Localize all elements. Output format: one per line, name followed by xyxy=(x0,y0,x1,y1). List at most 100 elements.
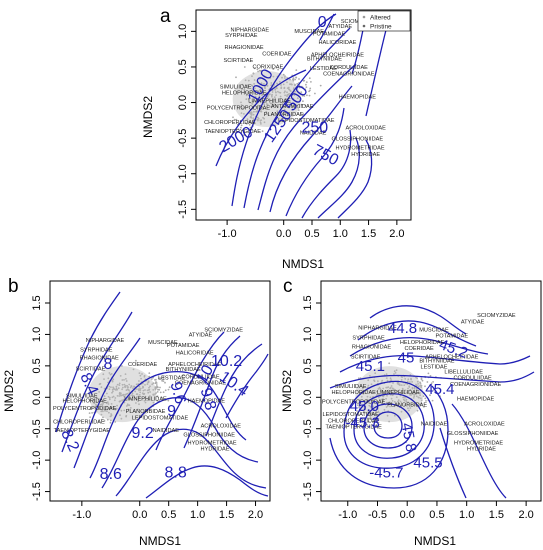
site-point xyxy=(415,376,417,379)
site-point xyxy=(281,100,284,103)
site-point xyxy=(241,88,243,90)
panel-a: a SCIOMYZIDAEATYIDAENIPHARGIDAEMUSCIDAEP… xyxy=(141,6,412,271)
site-point xyxy=(278,98,281,100)
site-point xyxy=(113,388,116,390)
site-point xyxy=(407,387,409,390)
site-point xyxy=(152,393,155,396)
site-point xyxy=(89,416,91,418)
taxon-label: COERIDAE xyxy=(404,346,433,352)
site-point xyxy=(138,385,141,388)
taxon-label: SYRPHIDAE xyxy=(352,336,385,342)
taxon-label: TAENIOPTERYGIDAE xyxy=(54,428,111,434)
site-point xyxy=(108,388,111,390)
site-point xyxy=(270,84,273,87)
site-point xyxy=(247,85,250,88)
site-point xyxy=(411,386,414,389)
site-point xyxy=(369,396,372,399)
site-point xyxy=(139,387,142,390)
taxon-label: ACROLOXIDAE xyxy=(464,422,505,428)
taxon-label: CORIXIDAE xyxy=(253,64,284,70)
site-point xyxy=(400,379,403,381)
site-point xyxy=(258,85,260,87)
site-point xyxy=(148,372,151,374)
site-point xyxy=(310,81,312,83)
taxon-label: APHELOCHEIRIDAE xyxy=(311,52,364,58)
site-point xyxy=(296,97,299,100)
x-tick-label: 0.0 xyxy=(276,228,291,240)
panel-b-contour-line xyxy=(115,428,267,497)
site-point xyxy=(128,404,131,407)
site-point xyxy=(395,369,398,372)
site-point xyxy=(116,383,119,386)
site-point xyxy=(372,400,375,403)
site-point xyxy=(389,405,391,408)
site-point xyxy=(250,112,253,115)
site-point xyxy=(106,410,108,413)
legend-marker-altered xyxy=(362,15,366,19)
x-tick-label: 0.5 xyxy=(161,509,176,521)
site-point xyxy=(417,383,419,385)
panel-b-contour-line xyxy=(89,370,247,479)
taxon-label: SCIOMYZIDAE xyxy=(477,313,516,319)
panel-c-label: c xyxy=(283,276,293,297)
site-point xyxy=(359,402,362,404)
site-point xyxy=(410,394,412,396)
site-point xyxy=(407,407,409,410)
taxon-label: LIBELLULIDAE xyxy=(444,369,483,375)
site-point xyxy=(110,419,112,422)
site-point xyxy=(272,75,275,78)
site-point xyxy=(390,390,392,392)
site-point xyxy=(372,421,374,423)
site-point xyxy=(377,410,380,413)
site-point xyxy=(373,391,376,393)
site-point xyxy=(415,389,418,392)
site-point xyxy=(369,405,372,408)
panel-b-contour-line xyxy=(225,353,269,419)
site-point xyxy=(275,87,278,90)
site-point xyxy=(377,401,380,403)
site-point xyxy=(375,390,378,393)
site-point xyxy=(125,378,127,380)
y-tick-label: -0.5 xyxy=(302,419,314,438)
site-point xyxy=(264,80,267,82)
site-point xyxy=(249,101,252,104)
site-point xyxy=(389,387,392,390)
site-point xyxy=(120,394,122,397)
y-tick-label: -1.5 xyxy=(177,200,189,219)
contour-label: 9.6 xyxy=(167,380,189,406)
site-point xyxy=(148,398,151,401)
panel-c-contour-line xyxy=(451,403,507,499)
site-point xyxy=(257,104,260,107)
taxon-label: RHAGIONIDAE xyxy=(225,45,264,51)
site-point xyxy=(278,114,281,117)
site-point xyxy=(397,399,400,402)
site-point xyxy=(99,403,102,406)
taxon-label: COENAGRIONIDAE xyxy=(323,72,375,78)
y-tick-label: -1.0 xyxy=(31,451,43,470)
site-point xyxy=(287,106,290,109)
site-point xyxy=(388,362,391,365)
site-point xyxy=(154,388,157,391)
site-point xyxy=(261,87,264,89)
site-point xyxy=(149,391,152,393)
site-point xyxy=(155,378,157,381)
taxon-label: HYDROMETRIDAE xyxy=(188,440,237,446)
site-point xyxy=(115,407,118,410)
site-point xyxy=(171,383,174,386)
y-tick-label: 1.5 xyxy=(302,295,314,310)
site-point xyxy=(282,83,285,86)
site-point xyxy=(126,403,129,406)
y-tick-label: 1.0 xyxy=(302,327,314,342)
site-point xyxy=(410,378,412,381)
site-point xyxy=(294,83,296,86)
site-point xyxy=(366,395,369,398)
site-point xyxy=(161,397,163,399)
site-point xyxy=(118,395,121,397)
site-point xyxy=(143,374,146,377)
panel-c-axes: -1.0 -0.5 0.0 0.5 1.0 1.5 2.01.51.00.50.0-0.5-… xyxy=(302,295,534,521)
site-point xyxy=(115,388,118,391)
y-tick-label: 0.0 xyxy=(31,390,43,405)
site-point xyxy=(106,392,108,395)
